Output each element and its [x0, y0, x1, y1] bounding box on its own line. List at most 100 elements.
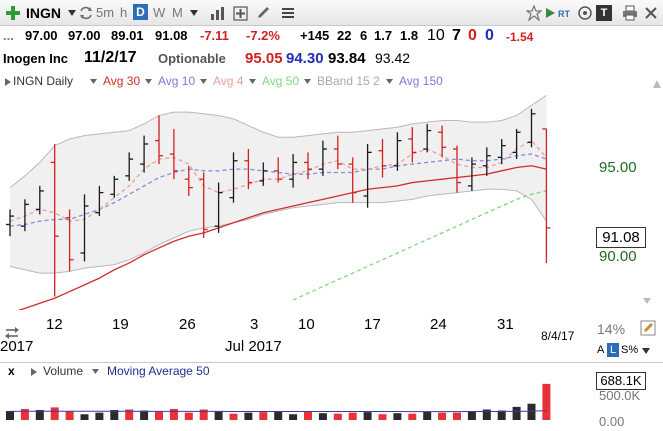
price-bar — [169, 128, 178, 180]
volume-bar — [512, 406, 521, 420]
add-chart-icon[interactable] — [233, 5, 249, 21]
symbol-input[interactable] — [26, 5, 64, 21]
volume-title[interactable]: Volume — [43, 364, 84, 378]
price-bar — [527, 108, 536, 148]
price-chart[interactable] — [0, 92, 595, 310]
volume-bar — [378, 414, 387, 420]
legend-ingn-dropdown-icon[interactable] — [90, 79, 97, 84]
price-bar — [423, 123, 432, 153]
price-bar — [199, 172, 208, 238]
volume-bar — [125, 409, 134, 420]
add-symbol-icon[interactable] — [5, 5, 21, 21]
scale-dropdown-icon[interactable] — [642, 348, 650, 354]
quote-stat10: -1.54 — [506, 30, 534, 44]
volume-dropdown-icon[interactable] — [92, 369, 99, 374]
price-bar — [50, 143, 59, 297]
price-bar — [453, 145, 461, 193]
svg-text:RT: RT — [558, 9, 570, 19]
legend-avg10-dropdown-icon[interactable] — [200, 79, 207, 84]
close-icon[interactable] — [644, 6, 658, 20]
draw-pencil-icon[interactable] — [255, 5, 271, 21]
scroll-down-icon[interactable] — [642, 297, 652, 305]
more-dots[interactable]: ... — [3, 28, 14, 43]
volume-bar — [95, 412, 104, 420]
legend-ingn-daily[interactable]: INGN Daily — [13, 74, 74, 88]
indicator-chart-icon[interactable] — [210, 5, 226, 21]
price-bar — [333, 135, 342, 170]
legend-avg50[interactable]: Avg 50 — [262, 74, 300, 88]
volume-close-button[interactable]: x — [8, 364, 15, 378]
volume-bar — [363, 412, 372, 420]
scale-l-button[interactable]: L — [607, 343, 619, 357]
volume-bar — [35, 410, 44, 420]
tools-icon[interactable] — [577, 5, 593, 21]
axis-label-95: 95.00 — [599, 159, 637, 176]
optionable-label: Optionable — [158, 51, 226, 66]
company-val1: 95.05 — [245, 50, 283, 67]
legend-avg4-dropdown-icon[interactable] — [249, 79, 256, 84]
volume-bar — [393, 413, 402, 420]
volume-bar — [318, 413, 327, 420]
quote-change-pct: -7.2% — [246, 28, 280, 43]
volume-bar — [65, 411, 74, 420]
price-bar — [408, 127, 417, 163]
legend-toggle-icon[interactable] — [3, 77, 13, 87]
last-price-label: 91.08 — [596, 227, 646, 248]
volume-ma-label[interactable]: Moving Average 50 — [107, 364, 210, 378]
volume-current-label: 688.1K — [596, 372, 646, 390]
price-bar — [482, 147, 491, 176]
legend-avg4[interactable]: Avg 4 — [213, 74, 244, 88]
volume-bar — [229, 413, 238, 420]
volume-bar — [438, 412, 447, 420]
price-bar — [80, 194, 89, 262]
quote-stat9: 0 — [485, 27, 494, 44]
volume-bar — [542, 383, 551, 420]
legend-avg30[interactable]: Avg 30 — [103, 74, 141, 88]
company-val4: 93.42 — [375, 50, 411, 66]
price-bar — [125, 152, 134, 181]
axis-label-90: 90.00 — [599, 248, 637, 265]
price-bar — [184, 165, 193, 196]
toolbar: 5m h D W M RT T — [0, 0, 663, 26]
volume-bar — [184, 412, 193, 420]
swap-icon[interactable] — [4, 326, 20, 340]
volume-header: x Volume Moving Average 50 — [0, 362, 663, 378]
volume-toggle-icon[interactable] — [29, 367, 39, 377]
price-bar — [155, 115, 163, 165]
volume-chart[interactable] — [0, 378, 595, 420]
legend-avg30-dropdown-icon[interactable] — [145, 79, 152, 84]
xaxis-month-jul: Jul 2017 — [225, 338, 282, 355]
date-axis[interactable]: 12 19 26 3 10 17 24 31 2017 Jul 2017 8/4… — [0, 310, 595, 360]
menu-icon[interactable] — [281, 6, 295, 20]
legend-bband-dropdown-icon[interactable] — [386, 79, 393, 84]
volume-bar — [423, 411, 432, 420]
legend-avg50-dropdown-icon[interactable] — [304, 79, 311, 84]
t-button[interactable]: T — [596, 5, 612, 21]
star-icon[interactable] — [526, 5, 542, 21]
volume-axis-top: 500.0K — [599, 388, 641, 403]
interval-5m[interactable]: 5m — [96, 5, 115, 20]
price-bar — [35, 185, 44, 215]
volume-bar — [467, 411, 476, 420]
volume-bar — [259, 412, 268, 420]
legend-avg10[interactable]: Avg 10 — [158, 74, 196, 88]
collapse-icon[interactable] — [652, 78, 662, 90]
interval-d[interactable]: D — [133, 4, 148, 20]
interval-m[interactable]: M — [172, 5, 183, 20]
price-bar — [542, 128, 551, 264]
scale-pct-button[interactable]: S% — [621, 344, 639, 356]
legend-avg150[interactable]: Avg 150 — [399, 74, 443, 88]
price-axis[interactable]: 95.00 90.00 14% — [595, 80, 663, 342]
print-icon[interactable] — [622, 5, 638, 21]
scale-a-button[interactable]: A — [597, 344, 605, 356]
interval-h[interactable]: h — [120, 5, 128, 20]
axis-edit-icon[interactable] — [640, 320, 656, 336]
interval-w[interactable]: W — [153, 5, 166, 20]
xaxis-day-24: 24 — [430, 316, 447, 333]
dropdown-icon[interactable] — [68, 10, 76, 16]
realtime-icon[interactable]: RT — [545, 5, 573, 21]
legend-bband[interactable]: BBand 15 2 — [317, 74, 380, 88]
sync-icon[interactable] — [79, 6, 93, 20]
price-bar — [438, 125, 447, 158]
interval-dropdown-icon[interactable] — [190, 10, 198, 16]
